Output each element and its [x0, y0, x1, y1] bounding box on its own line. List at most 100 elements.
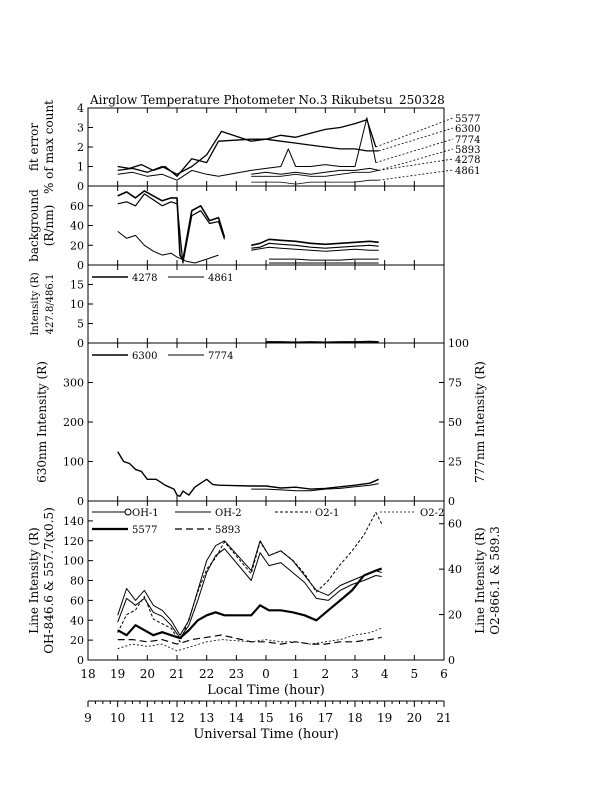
y-tick-label: 100 — [63, 555, 84, 568]
y-tick-label: 0 — [77, 654, 84, 667]
y2-tick-label: 60 — [448, 518, 462, 531]
figure-title: Airglow Temperature Photometer No.3 Riku… — [89, 93, 393, 107]
y-tick-label: 200 — [63, 416, 84, 429]
y2-axis-label: Line Intensity (R) — [473, 527, 487, 633]
series-bg-trace-3 — [117, 231, 219, 264]
legend-5577: 5577 — [132, 525, 157, 536]
legend-oh1-marker — [124, 508, 132, 516]
ut-tick-label: 21 — [436, 711, 451, 725]
y-tick-label: 10 — [70, 298, 84, 311]
local-time-tick: 18 — [80, 667, 95, 681]
local-time-tick: 4 — [381, 667, 389, 681]
series-line-OH-1 — [117, 540, 382, 636]
series-bg-trace-1 — [117, 190, 226, 261]
ut-axis-label: Universal Time (hour) — [193, 727, 338, 742]
legend-o21: O2-1 — [315, 508, 339, 519]
y-tick-label: 60 — [70, 594, 84, 607]
y-tick-label: 0 — [77, 495, 84, 508]
series-fit-7774 — [117, 117, 377, 181]
y-tick-label: 0 — [77, 180, 84, 193]
legend-4861: 4861 — [208, 273, 233, 284]
y2-tick-label: 50 — [448, 416, 462, 429]
series-int4278-4278 — [266, 340, 379, 343]
ut-tick-label: 11 — [140, 711, 155, 725]
y-tick-label: 4 — [77, 102, 84, 115]
y-tick-label: 60 — [70, 200, 84, 213]
y-tick-label: 120 — [63, 535, 84, 548]
fit-legend-5577: 5577 — [455, 114, 480, 125]
y-tick-label: 20 — [70, 634, 84, 647]
y2-tick-label: 0 — [448, 654, 455, 667]
y-tick-label: 0 — [77, 259, 84, 272]
legend-5893: 5893 — [215, 525, 240, 536]
y-tick-label: 20 — [70, 239, 84, 252]
y-axis-label: fit error — [27, 123, 41, 171]
legend-6300: 6300 — [132, 351, 157, 362]
y-axis-label: background — [27, 189, 41, 262]
y-axis-label: 630nm Intensity (R) — [35, 361, 49, 483]
fit-legend-guide — [378, 158, 454, 171]
series-line-5893 — [117, 634, 382, 645]
y-tick-label: 80 — [70, 575, 84, 588]
fit-legend-4278: 4278 — [455, 155, 480, 166]
y2-axis-label: 777nm Intensity (R) — [473, 361, 487, 483]
y-tick-label: 5 — [77, 318, 84, 331]
local-time-tick: 21 — [169, 667, 184, 681]
series-bg-trace-7 — [269, 258, 379, 261]
ut-tick-label: 14 — [229, 711, 245, 725]
legend-4278: 4278 — [132, 273, 157, 284]
ut-tick-label: 9 — [84, 711, 92, 725]
panel-frame-int630 — [87, 342, 445, 502]
y2-tick-label: 20 — [448, 609, 462, 622]
y2-tick-label: 0 — [448, 495, 455, 508]
ut-tick-label: 13 — [199, 711, 214, 725]
ut-tick-label: 15 — [258, 711, 273, 725]
local-time-axis-label: Local Time (hour) — [207, 683, 325, 698]
y-tick-label: 0 — [77, 337, 84, 350]
series-fit-4861 — [251, 179, 379, 185]
y-axis-label: 427.8/486.1 — [45, 274, 56, 335]
local-time-tick: 0 — [262, 667, 270, 681]
y-tick-label: 140 — [63, 515, 84, 528]
local-time-tick: 1 — [292, 667, 300, 681]
y-tick-label: 3 — [77, 122, 84, 135]
ut-tick-label: 19 — [377, 711, 392, 725]
y-tick-label: 300 — [63, 377, 84, 390]
series-bg-trace-5 — [251, 242, 379, 249]
fit-legend-guide — [378, 169, 454, 181]
y-axis-label: (R/nm) — [42, 205, 56, 247]
fit-legend-guide — [375, 117, 454, 148]
series-fit-6300 — [117, 130, 379, 175]
ut-tick-label: 18 — [347, 711, 362, 725]
ut-tick-label: 20 — [407, 711, 422, 725]
y-tick-label: 1 — [77, 161, 84, 174]
series-bg-trace-2 — [117, 193, 226, 264]
fit-legend-7774: 7774 — [455, 135, 480, 146]
fit-legend-guide — [378, 148, 454, 171]
local-time-tick: 20 — [140, 667, 155, 681]
y-tick-label: 40 — [70, 220, 84, 233]
series-bg-trace-4 — [251, 238, 379, 247]
local-time-tick: 22 — [199, 667, 214, 681]
fit-legend-4861: 4861 — [455, 166, 480, 177]
y-axis-label: Intensity (R) — [30, 272, 41, 335]
local-time-tick: 23 — [229, 667, 244, 681]
series-bg-trace-6 — [251, 246, 379, 252]
y-tick-label: 15 — [70, 279, 84, 292]
local-time-tick: 5 — [411, 667, 419, 681]
series-int630-6300 — [117, 451, 379, 497]
fit-legend-guide — [375, 138, 454, 163]
ut-tick-label: 17 — [318, 711, 333, 725]
ut-tick-label: 12 — [169, 711, 184, 725]
local-time-tick: 19 — [110, 667, 125, 681]
legend-o22: O2-2 — [420, 508, 444, 519]
y2-axis-label: O2-866.1 & 589.3 — [488, 526, 502, 635]
local-time-tick: 3 — [351, 667, 359, 681]
series-line-5577 — [117, 567, 383, 640]
y2-tick-label: 100 — [448, 337, 469, 350]
y-axis-label: OH-846.6 & 557.7(x0.5) — [42, 507, 56, 654]
ut-tick-label: 10 — [110, 711, 125, 725]
ut-tick-label: 16 — [288, 711, 303, 725]
